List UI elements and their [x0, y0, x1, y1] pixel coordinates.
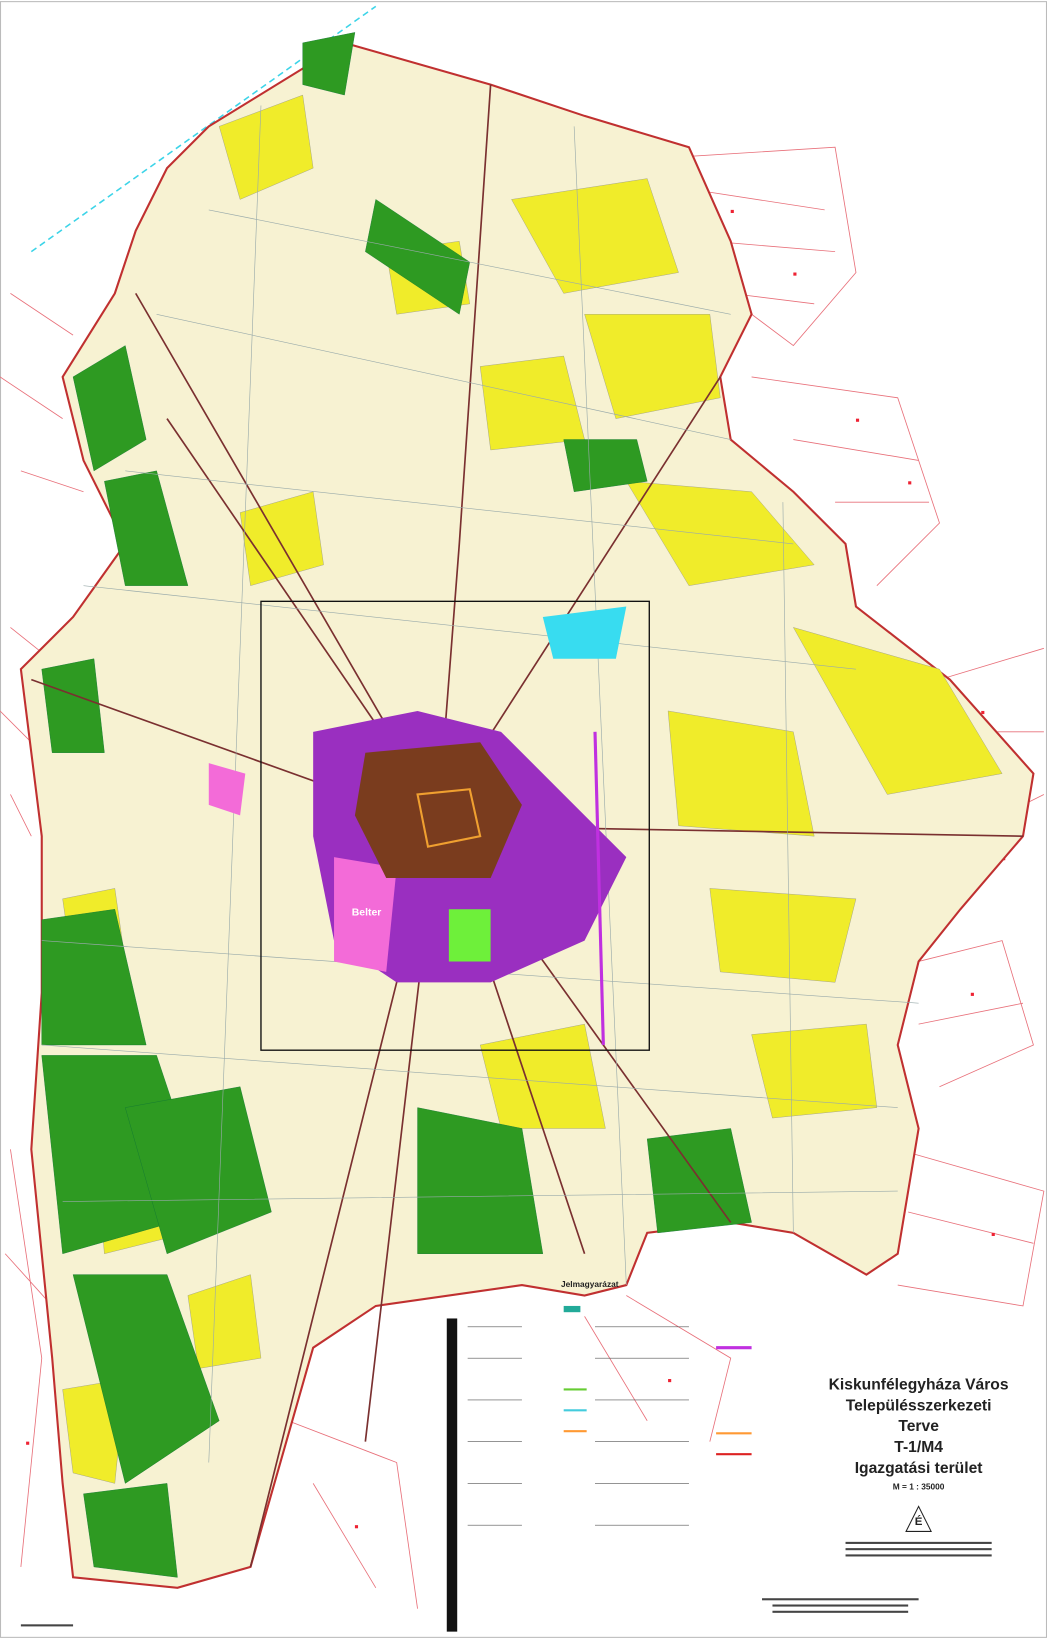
scale: M = 1 : 35000 [893, 1482, 945, 1492]
north-label: É [915, 1515, 923, 1528]
title-line: Terve [898, 1418, 939, 1435]
title-line: Településszerkezeti [846, 1397, 992, 1414]
legend-title: Jelmagyarázat [561, 1279, 619, 1289]
urban-services [208, 763, 246, 816]
town-label: Belter [352, 908, 382, 919]
town-core [354, 742, 522, 878]
inset-frame [260, 600, 650, 1051]
urban-services [334, 857, 397, 972]
utility-line [593, 731, 605, 1046]
water-area [542, 606, 627, 659]
notes [20, 1541, 992, 1627]
north-arrow [905, 1505, 932, 1532]
title-line: Kiskunfélegyháza Város [829, 1376, 1009, 1393]
title-line: Igazgatási terület [855, 1460, 984, 1477]
forest-areas [41, 32, 752, 1578]
green-area [448, 909, 491, 962]
county-border [30, 5, 377, 253]
historic-core [416, 788, 482, 848]
legend [446, 1305, 752, 1632]
title-line: T-1/M4 [894, 1439, 943, 1456]
